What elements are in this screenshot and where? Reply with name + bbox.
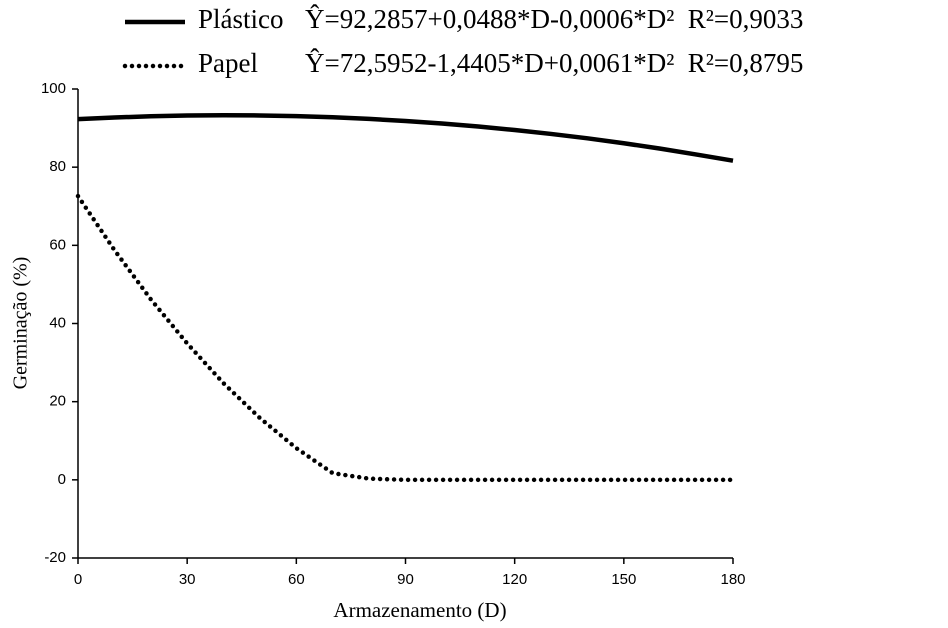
- x-tick-label: 180: [720, 571, 745, 588]
- x-tick-label: 30: [179, 571, 196, 588]
- x-tick-label: 150: [611, 571, 636, 588]
- y-tick-label: 60: [49, 236, 66, 253]
- y-tick-label: 40: [49, 314, 66, 331]
- legend-equation: Ŷ=72,5952-1,4405*D+0,0061*D² R²=0,8795: [305, 48, 803, 78]
- y-tick-label: 20: [49, 393, 66, 410]
- x-tick-label: 120: [502, 571, 527, 588]
- series-line: [75, 193, 736, 483]
- y-tick-label: 80: [49, 158, 66, 175]
- y-axis-label: Germinação (%): [10, 257, 32, 390]
- series-line: [77, 113, 734, 163]
- legend-label: Plástico: [198, 4, 284, 34]
- x-axis-label: Armazenamento (D): [333, 598, 506, 622]
- y-tick-label: 0: [58, 471, 66, 488]
- x-tick-label: 90: [397, 571, 414, 588]
- y-tick-label: 100: [41, 80, 66, 97]
- legend-label: Papel: [198, 48, 258, 78]
- x-tick-label: 60: [288, 571, 305, 588]
- y-tick-label: -20: [44, 549, 66, 566]
- legend-equation: Ŷ=92,2857+0,0488*D-0,0006*D² R²=0,9033: [305, 4, 803, 34]
- x-tick-label: 0: [74, 571, 82, 588]
